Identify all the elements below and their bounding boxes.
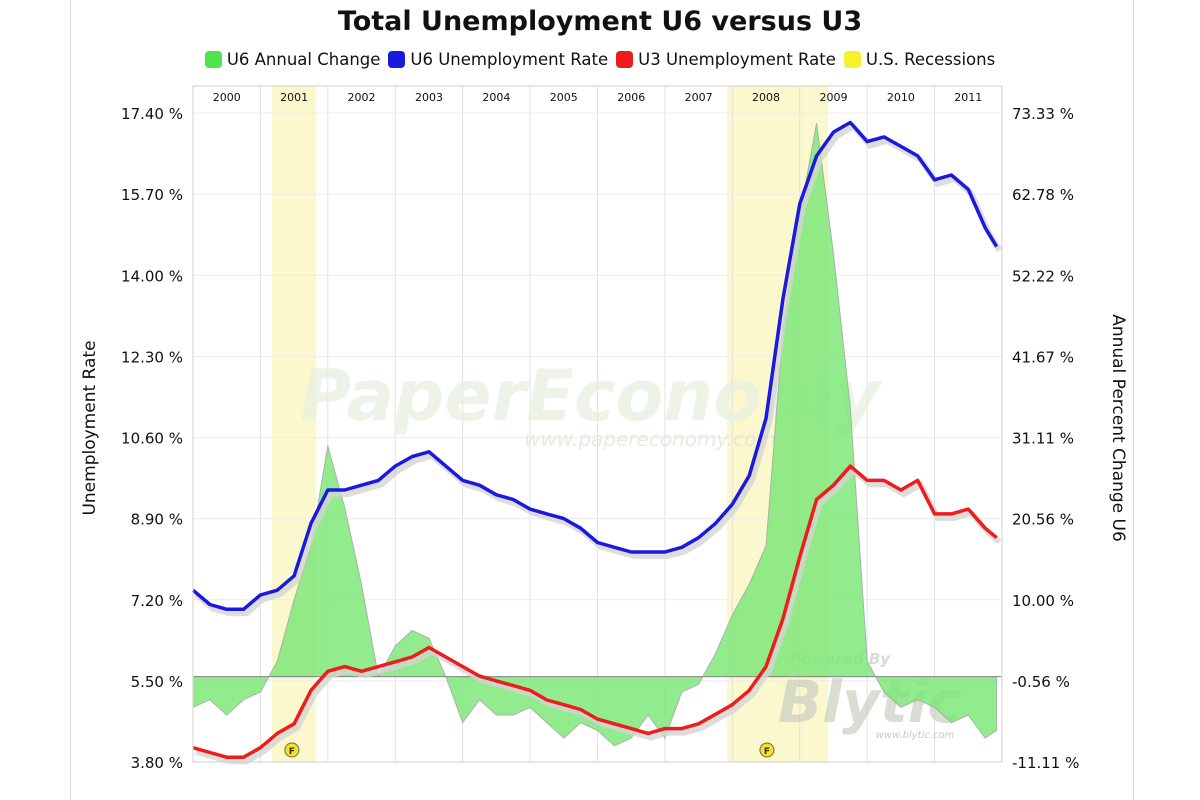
grid-lines: [192, 86, 1003, 763]
legend-swatch-u3-rate: [616, 51, 634, 68]
legend-item-recessions[interactable]: U.S. Recessions: [843, 50, 996, 69]
year-label: 2007: [685, 91, 713, 104]
watermark-brand-url: www.blytic.com: [876, 730, 955, 741]
legend-swatch-u6-rate: [388, 51, 406, 68]
year-label: 2002: [348, 91, 376, 104]
y-tick-label: 7.20 %: [131, 592, 183, 610]
legend-swatch-recessions: [843, 51, 861, 68]
y2-tick-label: 20.56 %: [1012, 511, 1074, 529]
watermark-url: www.papereconomy.com: [524, 427, 776, 451]
line-series: [191, 120, 1003, 765]
recession-marker-badge: [284, 742, 300, 758]
year-label: 2006: [617, 91, 645, 104]
y-tick-label: 15.70 %: [121, 186, 183, 204]
y-tick-label: 10.60 %: [121, 430, 183, 448]
year-label: 2000: [213, 91, 241, 104]
chart-title: Total Unemployment U6 versus U3: [337, 6, 863, 37]
legend-item-u6-change[interactable]: U6 Annual Change: [204, 50, 381, 69]
y2-tick-label: -11.11 %: [1012, 754, 1079, 772]
legend-label-u6-change: U6 Annual Change: [226, 50, 381, 69]
u6-rate-shadow: [194, 122, 1003, 617]
chart-frame: [70, 0, 1134, 800]
y2-tick-label: 41.67 %: [1012, 348, 1074, 366]
y-tick-label: 8.90 %: [131, 511, 183, 529]
plot-border: [192, 85, 1003, 763]
y-tick-label: 5.50 %: [131, 673, 183, 691]
legend-swatch-u6-change: [204, 51, 222, 68]
y2-axis-title: Annual Percent Change U6: [1108, 314, 1128, 542]
u3-rate-shadow: [195, 465, 1002, 765]
year-label: 2001: [280, 91, 308, 104]
y2-tick-label: 73.33 %: [1012, 105, 1074, 123]
y2-tick-label: 62.78 %: [1012, 186, 1074, 204]
y-tick-label: 12.30 %: [121, 348, 183, 366]
year-label: 2004: [482, 91, 510, 104]
y-tick-label: 14.00 %: [121, 267, 183, 285]
legend-label-u6-rate: U6 Unemployment Rate: [410, 50, 609, 69]
year-label: 2010: [887, 91, 915, 104]
legend-item-u6-rate[interactable]: U6 Unemployment Rate: [388, 50, 608, 69]
legend-item-u3-rate[interactable]: U3 Unemployment Rate: [616, 50, 836, 69]
y2-tick-label: 10.00 %: [1012, 592, 1074, 610]
axes: 2000 2001 2002 2003 2004 2005 2006 2007 2008 2009…: [80, 85, 1128, 772]
year-label: 2011: [954, 91, 982, 104]
year-label: 2005: [550, 91, 578, 104]
y2-tick-label: -0.56 %: [1012, 673, 1070, 691]
u3-rate-line: [192, 464, 998, 759]
u6-rate-line: [191, 120, 999, 612]
y2-tick-label: 52.22 %: [1012, 267, 1074, 285]
y-tick-label: 3.80 %: [131, 754, 183, 772]
recession-marker-label: F: [764, 747, 770, 757]
year-label: 2003: [415, 91, 443, 104]
legend-label-u3-rate: U3 Unemployment Rate: [638, 50, 836, 69]
year-label: 2008: [752, 91, 780, 104]
legend: U6 Annual Change U6 Unemployment Rate U3…: [0, 50, 1200, 69]
year-label: 2009: [819, 91, 847, 104]
y-axis-title: Unemployment Rate: [80, 340, 100, 515]
legend-label-recessions: U.S. Recessions: [865, 50, 996, 69]
y-tick-label: 17.40 %: [121, 105, 183, 123]
recession-marker-badge: [759, 742, 775, 758]
recession-marker-label: F: [289, 747, 295, 757]
y2-tick-label: 31.11 %: [1012, 430, 1074, 448]
